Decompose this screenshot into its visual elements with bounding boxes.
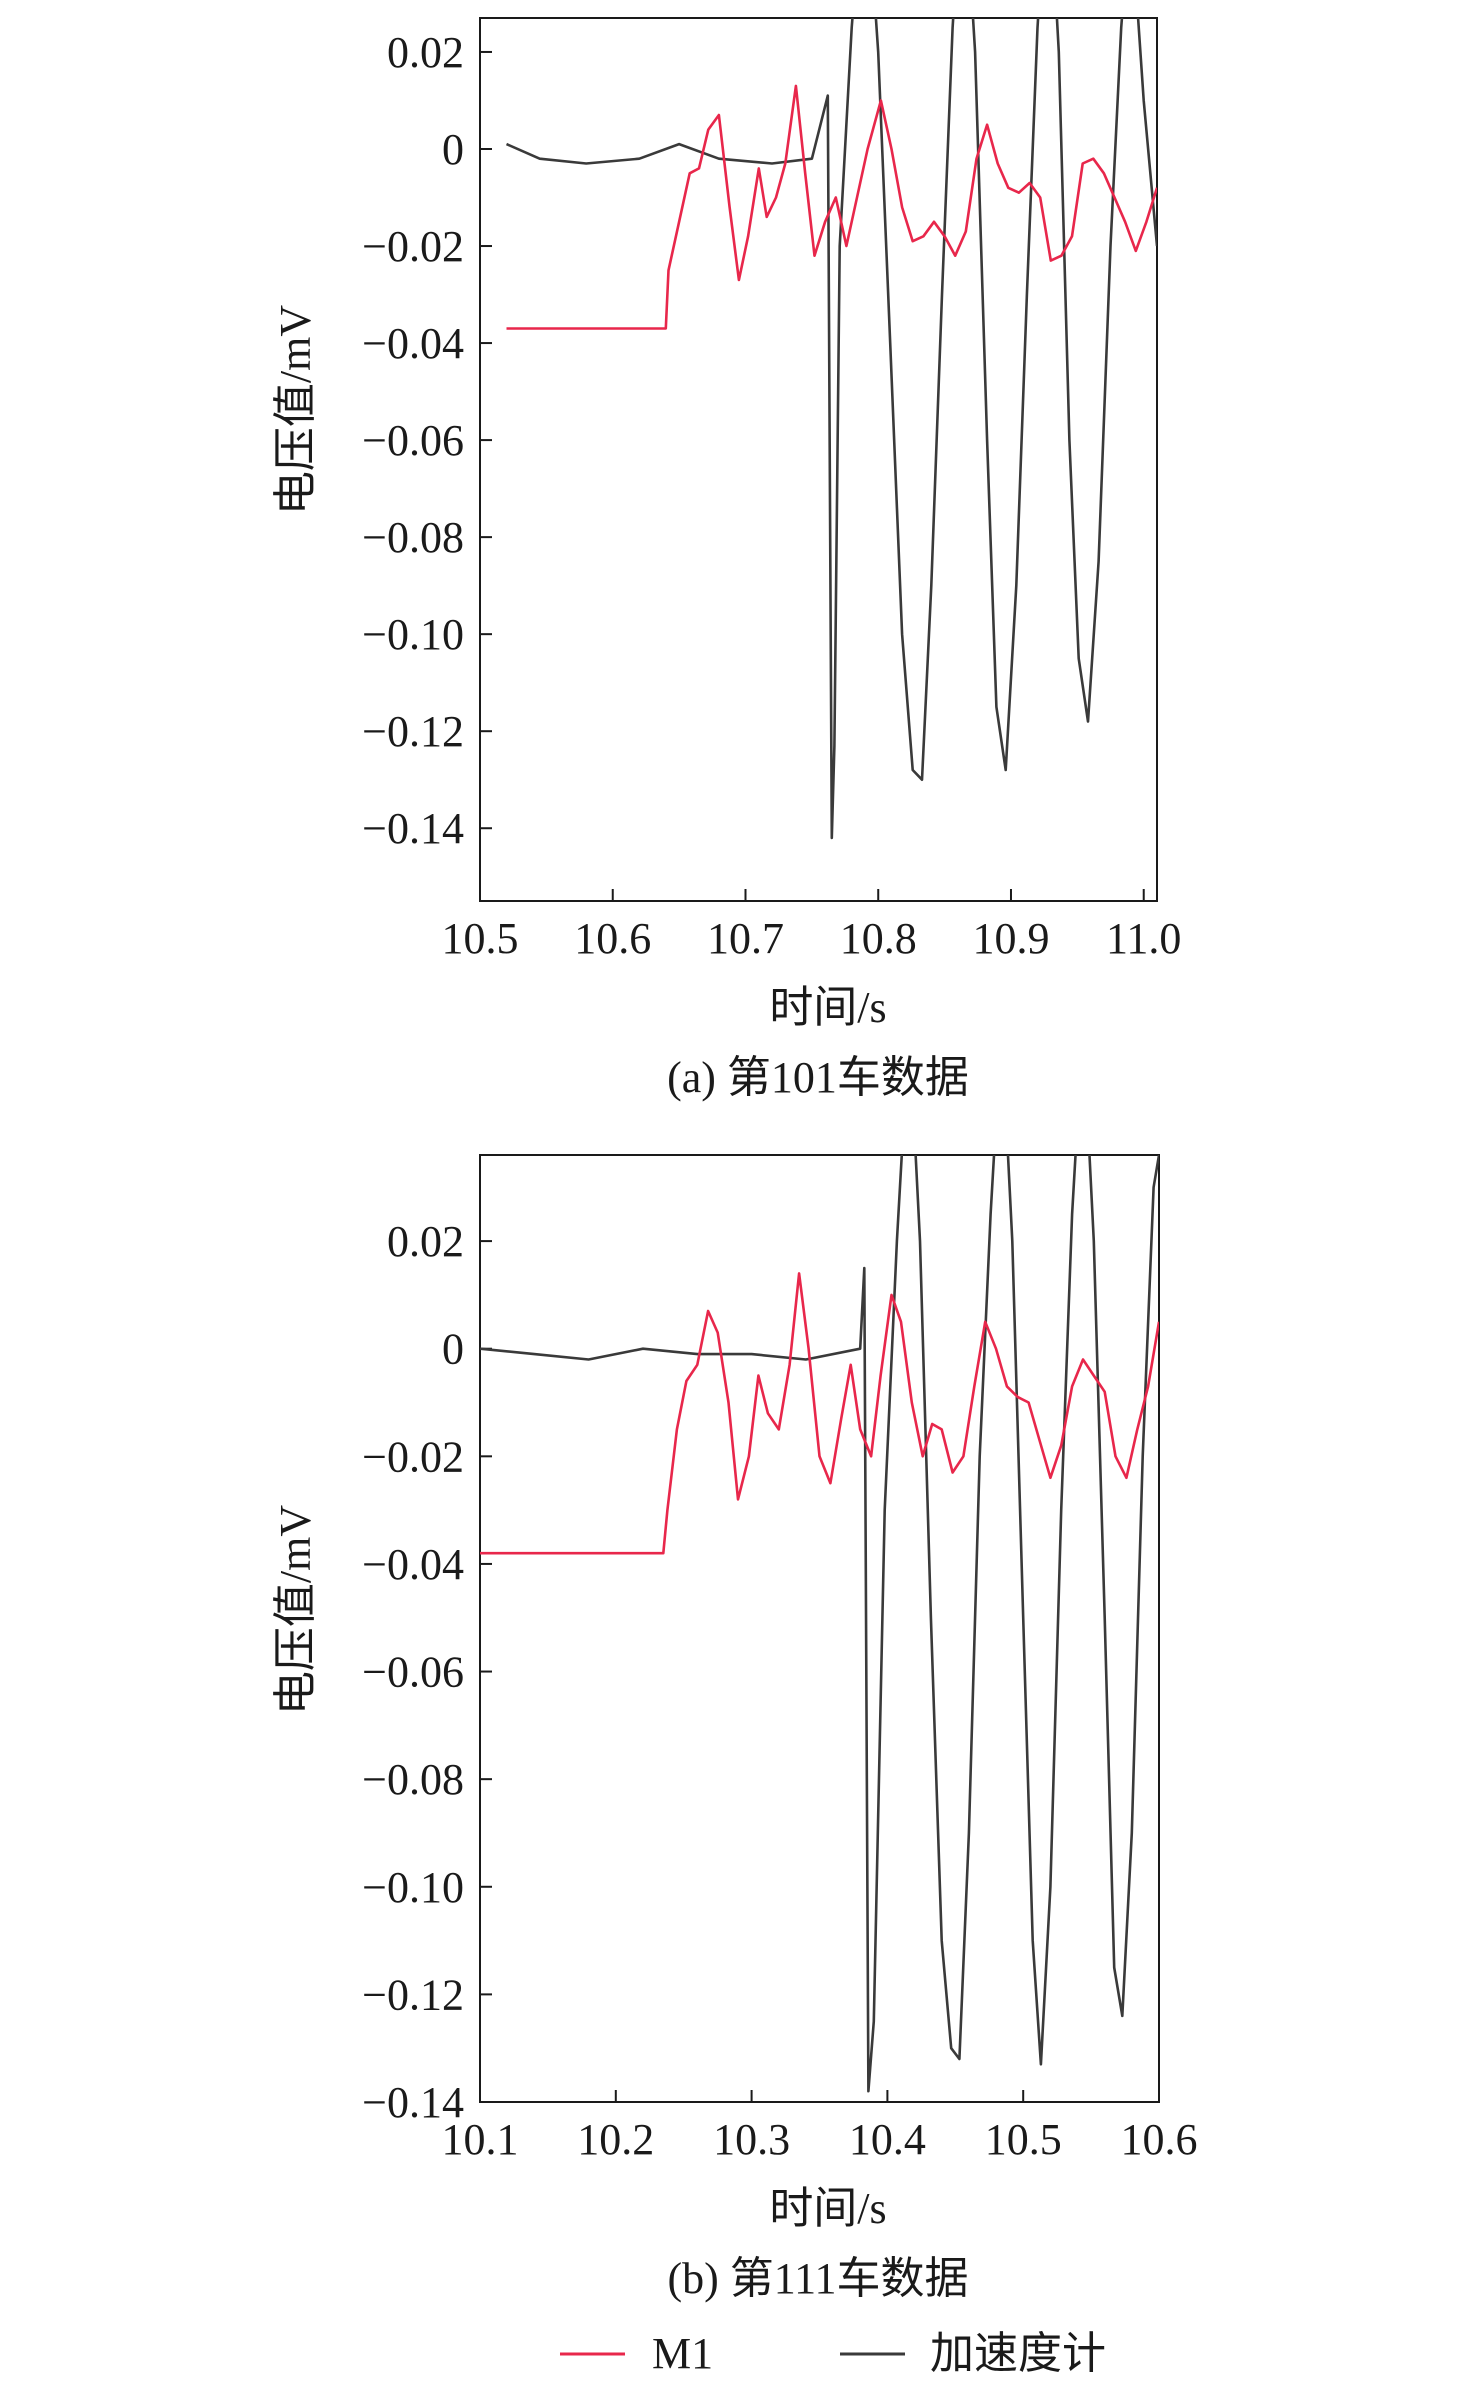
series-group xyxy=(505,18,1157,840)
x-axis-label: 时间/s xyxy=(769,983,886,1032)
x-tick-label: 10.6 xyxy=(1121,2115,1198,2164)
x-tick-label: 10.3 xyxy=(713,2115,790,2164)
x-tick-label: 10.7 xyxy=(707,914,784,963)
y-tick-label: −0.10 xyxy=(362,1863,464,1912)
series-line-accelerometer xyxy=(480,1155,1159,2093)
y-tick-label: 0.02 xyxy=(387,28,464,77)
y-tick-label: −0.14 xyxy=(362,2078,464,2127)
y-axis-ticks: 0.02 0 −0.02 −0.04 −0.06 −0.08 −0.10 −0.12 −0.14 xyxy=(362,1217,492,2127)
y-tick-label: −0.04 xyxy=(362,1540,464,1589)
y-tick-label: 0 xyxy=(442,125,464,174)
y-tick-label: 0.02 xyxy=(387,1217,464,1266)
x-axis-label: 时间/s xyxy=(769,2184,886,2233)
y-tick-label: −0.10 xyxy=(362,610,464,659)
y-tick-label: −0.02 xyxy=(362,1432,464,1481)
chart-panel-a: 0.02 0 −0.02 −0.04 −0.06 −0.08 −0.10 −0.12 −0.14… xyxy=(271,17,1181,1102)
series-line-m1 xyxy=(506,84,1157,330)
legend: M1 加速度计 xyxy=(560,2329,1106,2378)
x-axis-ticks: 10.1 10.2 10.3 10.4 10.5 10.6 xyxy=(442,2090,1198,2164)
y-axis-ticks: 0.02 0 −0.02 −0.04 −0.06 −0.08 −0.10 −0.12 −0.14 xyxy=(362,28,492,853)
legend-label-accelerometer: 加速度计 xyxy=(930,2329,1106,2378)
y-tick-label: −0.02 xyxy=(362,222,464,271)
y-axis-label: 电压值/mV xyxy=(271,1505,320,1715)
series-line-accelerometer xyxy=(505,18,1157,840)
y-tick-label: −0.08 xyxy=(362,1755,464,1804)
x-tick-label: 10.6 xyxy=(574,914,651,963)
x-tick-label: 10.4 xyxy=(849,2115,926,2164)
series-line-m1 xyxy=(480,1272,1159,1555)
x-tick-label: 10.8 xyxy=(840,914,917,963)
y-tick-label: −0.12 xyxy=(362,1970,464,2019)
y-tick-label: −0.06 xyxy=(362,416,464,465)
y-tick-label: −0.14 xyxy=(362,804,464,853)
y-axis-label: 电压值/mV xyxy=(271,305,320,515)
y-tick-label: −0.12 xyxy=(362,707,464,756)
series-group xyxy=(480,1155,1159,2093)
x-tick-label: 10.5 xyxy=(442,914,519,963)
legend-label-m1: M1 xyxy=(652,2329,713,2378)
chart-caption: (b) 第111车数据 xyxy=(667,2254,968,2303)
y-tick-label: 0 xyxy=(442,1325,464,1374)
x-tick-label: 10.9 xyxy=(972,914,1049,963)
y-tick-label: −0.04 xyxy=(362,319,464,368)
chart-caption: (a) 第101车数据 xyxy=(667,1053,969,1102)
y-tick-label: −0.06 xyxy=(362,1648,464,1697)
x-tick-label: 10.5 xyxy=(985,2115,1062,2164)
x-tick-label: 10.1 xyxy=(442,2115,519,2164)
y-tick-label: −0.08 xyxy=(362,513,464,562)
x-tick-label: 10.2 xyxy=(577,2115,654,2164)
x-axis-ticks: 10.5 10.6 10.7 10.8 10.9 11.0 xyxy=(442,889,1181,963)
x-tick-label: 11.0 xyxy=(1106,914,1181,963)
plot-frame xyxy=(479,17,1158,902)
chart-panel-b: 0.02 0 −0.02 −0.04 −0.06 −0.08 −0.10 −0.12 −0.14… xyxy=(271,1154,1198,2303)
plot-frame xyxy=(479,1154,1160,2103)
